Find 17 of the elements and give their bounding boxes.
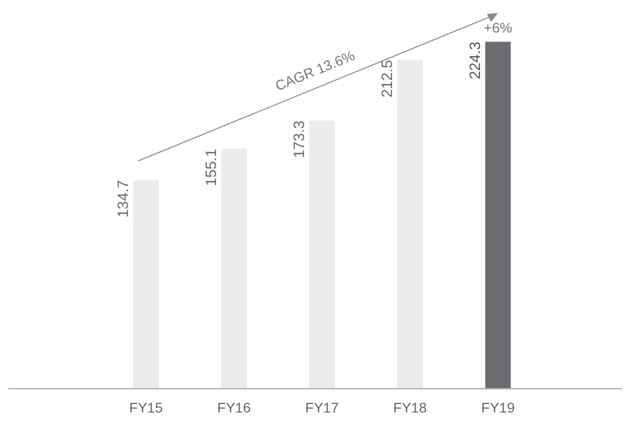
data-label: 155.1 [203,148,220,186]
bar [133,180,159,388]
x-tick-label: FY16 [217,399,251,416]
x-tick-label: FY17 [305,399,339,416]
data-label: 212.5 [379,60,396,98]
annotation: CAGR 13.6% [272,47,357,94]
x-tick-label: FY18 [393,399,427,416]
x-tick-label: FY19 [481,399,515,416]
bar [397,60,423,388]
data-label: 224.3 [467,42,484,80]
bar [309,120,335,388]
x-tick-label: FY15 [129,399,163,416]
data-label: 173.3 [291,120,308,158]
annotation: +6% [484,20,512,36]
bar [485,42,511,388]
data-label: 134.7 [115,180,132,218]
bar [221,148,247,388]
